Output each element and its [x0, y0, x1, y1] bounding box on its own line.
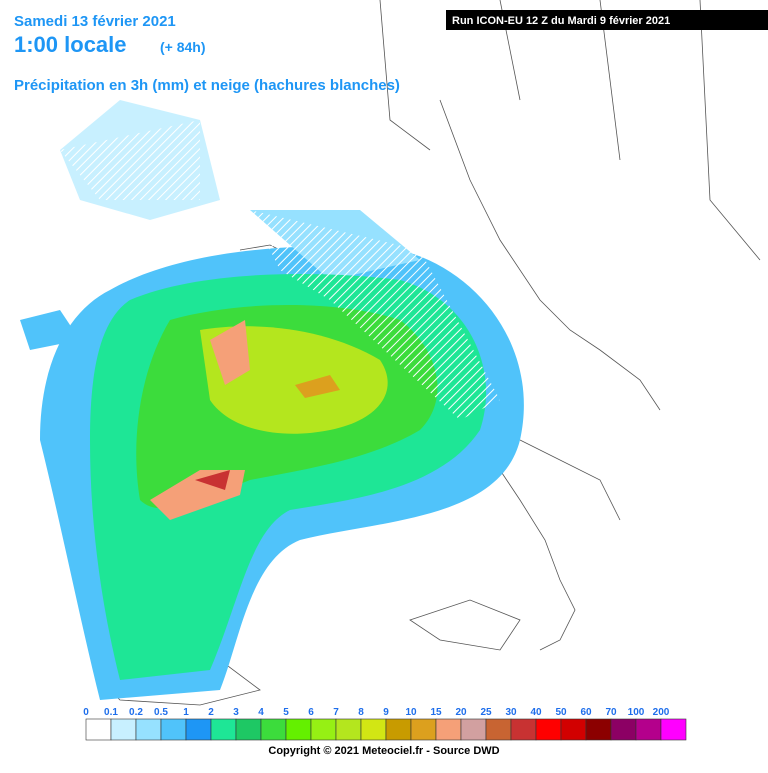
- legend-label: 70: [605, 707, 617, 718]
- legend-label: 60: [580, 707, 592, 718]
- legend-label: 4: [258, 707, 264, 718]
- legend-label: 1: [183, 707, 189, 718]
- legend-swatch: [260, 718, 287, 741]
- legend-swatch: [335, 718, 362, 741]
- run-label: Run ICON-EU 12 Z du Mardi 9 février 2021: [452, 15, 670, 27]
- legend-swatch: [535, 718, 562, 741]
- legend-label: 7: [333, 707, 339, 718]
- copyright: Copyright © 2021 Meteociel.fr - Source D…: [268, 745, 499, 757]
- legend-label: 8: [358, 707, 364, 718]
- legend-swatch: [410, 718, 437, 741]
- legend: 0 0.1 0.2 0.5 1 2 3 4 5 6 7 8 9 10 15 20 25 30 40 50 60 70 100…: [83, 707, 687, 741]
- legend-label: 40: [530, 707, 542, 718]
- legend-swatch: [635, 718, 662, 741]
- legend-swatch: [435, 718, 462, 741]
- run-banner: [446, 10, 768, 30]
- legend-label: 3: [233, 707, 239, 718]
- legend-swatch: [510, 718, 537, 741]
- legend-label: 50: [555, 707, 567, 718]
- legend-label: 0: [83, 707, 89, 718]
- precipitation-field: [20, 100, 524, 701]
- legend-label: 30: [505, 707, 517, 718]
- legend-label: 0.5: [154, 707, 168, 718]
- legend-swatch: [85, 718, 112, 741]
- legend-label: 0.2: [129, 707, 143, 718]
- legend-label: 6: [308, 707, 314, 718]
- legend-label: 2: [208, 707, 214, 718]
- legend-swatch: [285, 718, 312, 741]
- legend-swatch: [585, 718, 612, 741]
- legend-label: 10: [405, 707, 417, 718]
- legend-swatch: [160, 718, 187, 741]
- legend-label: 25: [480, 707, 492, 718]
- legend-swatch: [235, 718, 262, 741]
- legend-label: 9: [383, 707, 389, 718]
- legend-swatch: [185, 718, 212, 741]
- legend-swatch: [360, 718, 387, 741]
- legend-label: 100: [628, 707, 645, 718]
- legend-label: 20: [455, 707, 467, 718]
- legend-label: 200: [653, 707, 670, 718]
- legend-swatch: [210, 718, 237, 741]
- legend-swatch: [135, 718, 162, 741]
- lead-time: (+ 84h): [160, 39, 206, 55]
- legend-swatch: [660, 718, 687, 741]
- legend-swatch: [310, 718, 337, 741]
- title: Samedi 13 février 2021: [14, 13, 176, 30]
- legend-swatch: [385, 718, 412, 741]
- legend-swatch: [110, 718, 137, 741]
- legend-label: 0.1: [104, 707, 118, 718]
- legend-swatch: [560, 718, 587, 741]
- time: 1:00 locale: [14, 32, 127, 57]
- legend-swatch: [610, 718, 637, 741]
- legend-swatch: [485, 718, 512, 741]
- legend-label: 15: [430, 707, 442, 718]
- subtitle: Précipitation en 3h (mm) et neige (hachu…: [14, 77, 400, 94]
- legend-swatch: [460, 718, 487, 741]
- legend-label: 5: [283, 707, 289, 718]
